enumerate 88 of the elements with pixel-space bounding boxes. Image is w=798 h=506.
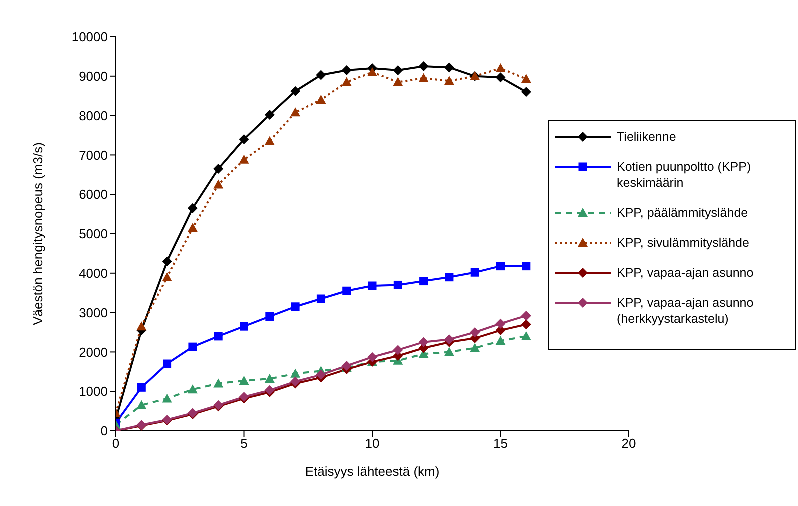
point [521,87,532,98]
point [496,336,506,346]
point [188,342,198,352]
legend-label: KPP, sivulämmityslähde [617,235,750,251]
point [264,110,275,120]
point [470,268,480,277]
point [444,62,454,73]
point [418,62,429,72]
point [316,294,326,304]
point [368,67,378,76]
point [316,95,326,104]
point [291,302,300,312]
y-tick-label: 8000 [79,108,108,124]
point [188,203,198,214]
point [214,164,224,174]
y-tick-label: 5000 [79,226,108,242]
point [162,256,172,267]
point [521,310,532,321]
point [136,322,147,331]
x-tick-label: 20 [622,436,636,452]
x-tick-label: 15 [494,436,508,452]
point [418,337,429,348]
point [342,286,352,296]
legend-label: Kotien puunpoltto (KPP) keskimäärin [617,159,752,191]
point [394,280,402,290]
point [264,374,275,383]
point [393,345,404,356]
point [368,282,377,290]
point [240,322,248,331]
point [239,376,250,385]
point [239,154,250,164]
point [444,334,454,345]
point [188,384,198,394]
x-axis-title: Etäisyys lähteestä (km) [305,464,440,479]
point [316,70,326,80]
y-tick-label: 3000 [79,305,108,320]
point [290,368,301,378]
y-axis-title: Väestön hengitysnopeus (m3/s) [30,142,46,326]
point [162,394,172,403]
point [445,273,454,282]
legend-label: KPP, vapaa-ajan asunno (herkkyystarkastelu) [617,295,754,327]
y-tick-label: 7000 [79,148,108,163]
point [393,77,404,86]
point [214,378,224,388]
point [496,262,505,271]
legend-label: KPP, päälämmityslähde [617,205,748,221]
point [470,343,480,352]
x-tick-label: 5 [240,436,248,452]
point [496,72,506,83]
point [444,76,454,86]
point [137,383,146,392]
point [264,136,275,146]
point [496,64,506,73]
point [188,223,198,232]
point [368,352,378,362]
point [162,272,172,282]
y-tick-label: 1000 [79,384,108,400]
point [521,320,532,330]
point [136,400,147,410]
y-tick-label: 4000 [79,266,108,282]
point [214,332,223,341]
y-tick-label: 10000 [72,30,108,45]
legend-label: KPP, vapaa-ajan asunno [617,265,754,281]
y-tick-label: 6000 [79,187,108,202]
point [316,370,326,380]
point [496,318,506,329]
point [342,77,352,86]
point [239,134,250,144]
point [266,312,274,321]
x-tick-label: 10 [365,436,380,452]
point [163,360,172,368]
point [444,347,454,356]
x-tick-label: 0 [112,436,120,452]
legend-label: Tieliikenne [617,129,676,145]
point [290,108,301,117]
point [393,65,404,76]
point [521,74,532,84]
point [342,65,352,76]
point [418,73,429,82]
point [420,277,428,286]
point [214,180,224,189]
point [470,328,480,338]
y-tick-label: 9000 [79,69,108,84]
y-tick-label: 2000 [79,344,108,360]
point [290,86,301,96]
point [522,262,531,271]
point [521,331,532,340]
y-tick-label: 0 [100,424,108,439]
